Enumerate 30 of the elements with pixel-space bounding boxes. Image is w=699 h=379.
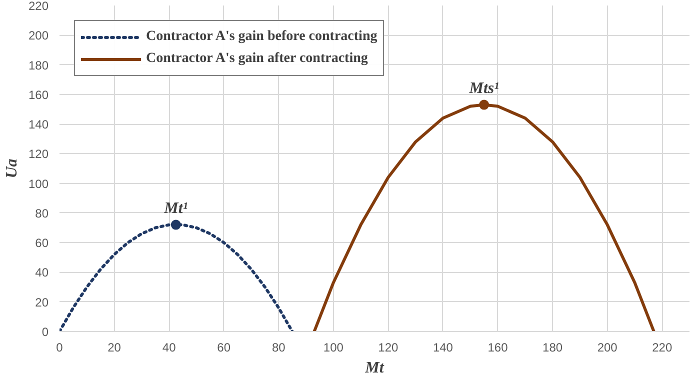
x-tick-label: 20	[108, 340, 122, 354]
y-tick-label: 160	[28, 88, 49, 102]
x-tick-label: 0	[56, 340, 64, 354]
x-tick-label: 40	[162, 340, 176, 354]
y-tick-label: 60	[35, 236, 49, 250]
x-tick-label: 180	[542, 340, 563, 354]
x-tick-label: 220	[652, 340, 672, 354]
x-axis-title: Mt	[364, 360, 384, 376]
y-tick-label: 100	[28, 176, 49, 191]
y-tick-label: 80	[35, 206, 49, 220]
y-tick-label: 120	[28, 147, 49, 162]
y-axis-title: Ua	[3, 158, 20, 178]
y-tick-label: 180	[28, 58, 49, 72]
x-tick-label: 100	[323, 340, 344, 354]
x-tick-label: 140	[432, 340, 454, 354]
legend-label: Contractor A's gain before contracting	[146, 29, 378, 45]
x-tick-label: 200	[597, 340, 618, 354]
x-tick-label: 120	[378, 340, 399, 354]
y-tick-label: 140	[28, 118, 49, 132]
legend-label: Contractor A's gain after contracting	[146, 51, 368, 67]
y-tick-label: 40	[35, 266, 49, 280]
y-tick-label: 20	[35, 295, 49, 310]
y-tick-label: 0	[42, 325, 49, 339]
x-tick-label: 160	[488, 340, 508, 354]
annotation: Mt¹	[163, 200, 188, 217]
y-tick-label: 200	[28, 28, 49, 43]
annotation: Mts¹	[468, 80, 500, 97]
x-tick-label: 60	[217, 340, 231, 354]
x-tick-label: 80	[272, 340, 286, 354]
y-tick-label: 220	[28, 0, 49, 13]
